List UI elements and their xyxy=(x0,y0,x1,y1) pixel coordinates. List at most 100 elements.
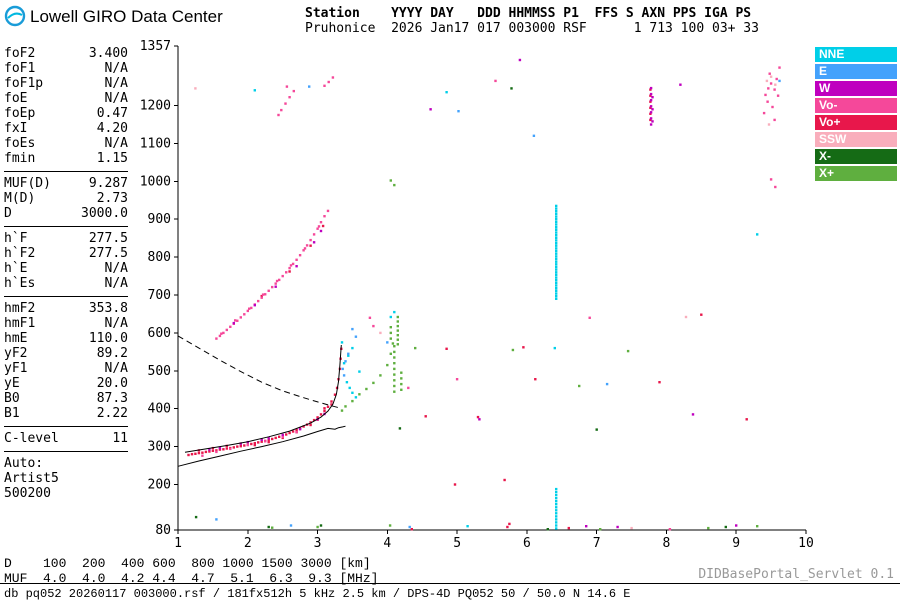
legend-item-e: E xyxy=(815,64,897,79)
legend-item-nne: NNE xyxy=(815,47,897,62)
param-value: 3.400 xyxy=(88,46,128,61)
svg-text:3: 3 xyxy=(314,536,322,551)
echo-series-vo- xyxy=(201,66,781,531)
echo-series-e xyxy=(215,79,781,529)
svg-text:10: 10 xyxy=(798,536,814,551)
d-muf-row: MUF 4.0 4.0 4.2 4.4 4.7 5.1 6.3 9.3 [MHz… xyxy=(4,571,379,586)
param-value: N/A xyxy=(104,316,128,331)
svg-text:6: 6 xyxy=(523,536,531,551)
panel-separator xyxy=(4,226,128,227)
param-name: hmF1 xyxy=(4,316,36,331)
svg-text:700: 700 xyxy=(148,288,171,303)
param-value: N/A xyxy=(104,136,128,151)
station-header-columns: Station YYYY DAY DDD HHMMSS P1 FFS S AXN… xyxy=(305,6,752,21)
svg-text:500: 500 xyxy=(148,364,171,379)
param-name: fmin xyxy=(4,151,36,166)
param-row: h`F2 277.5 xyxy=(4,246,128,261)
param-value: 277.5 xyxy=(88,231,128,246)
param-row: B1 2.22 xyxy=(4,406,128,421)
polarization-legend: NNE E W Vo- Vo+ SSW X- X+ xyxy=(815,47,897,183)
param-row: h`Es N/A xyxy=(4,276,128,291)
param-row: yE 20.0 xyxy=(4,376,128,391)
echo-series-ssw xyxy=(194,75,777,530)
servlet-watermark: DIDBasePortal_Servlet 0.1 xyxy=(698,567,894,582)
legend-item-x+: X+ xyxy=(815,166,897,181)
param-row: hmF2 353.8 xyxy=(4,301,128,316)
param-value: 2.22 xyxy=(96,406,128,421)
echo-series-vo+ xyxy=(187,88,748,531)
param-row: foF1 N/A xyxy=(4,61,128,76)
param-name: C-level xyxy=(4,431,59,446)
svg-text:800: 800 xyxy=(148,250,171,265)
param-value: 0.47 xyxy=(96,106,128,121)
svg-text:600: 600 xyxy=(148,326,171,341)
svg-text:1200: 1200 xyxy=(140,99,171,114)
legend-item-x-: X- xyxy=(815,149,897,164)
param-value: 2.73 xyxy=(96,191,128,206)
d-muf-table: D 100 200 400 600 800 1000 1500 3000 [km… xyxy=(4,556,378,586)
echo-series-x+ xyxy=(271,179,759,531)
param-value: N/A xyxy=(104,91,128,106)
station-header-values: Pruhonice 2026 Jan17 017 003000 RSF 1 71… xyxy=(305,21,759,36)
param-value: 11 xyxy=(112,431,128,446)
param-name: D xyxy=(4,206,12,221)
param-row: MUF(D) 9.287 xyxy=(4,176,128,191)
param-value: N/A xyxy=(104,76,128,91)
svg-text:2: 2 xyxy=(244,536,252,551)
param-row: foEp 0.47 xyxy=(4,106,128,121)
panel-separator xyxy=(4,451,128,452)
svg-text:1100: 1100 xyxy=(140,136,171,151)
ionogram-chart: 1357120011001000900800700600500400300200… xyxy=(140,39,814,551)
param-row: foF2 3.400 xyxy=(4,46,128,61)
param-row: M(D) 2.73 xyxy=(4,191,128,206)
param-row: D 3000.0 xyxy=(4,206,128,221)
param-name: hmF2 xyxy=(4,301,36,316)
param-name: M(D) xyxy=(4,191,36,206)
param-name: yF2 xyxy=(4,346,28,361)
param-name: h`Es xyxy=(4,276,36,291)
echo-series-nne xyxy=(253,89,759,530)
param-row: h`E N/A xyxy=(4,261,128,276)
svg-text:4: 4 xyxy=(383,536,391,551)
param-name: foF1 xyxy=(4,61,36,76)
param-row: fxI 4.20 xyxy=(4,121,128,136)
svg-text:300: 300 xyxy=(148,440,171,455)
param-row: yF1 N/A xyxy=(4,361,128,376)
param-row: foEs N/A xyxy=(4,136,128,151)
status-bar: db pq052 20260117 003000.rsf / 181fx512h… xyxy=(4,587,631,601)
echo-series-w xyxy=(208,58,738,529)
param-name: foE xyxy=(4,91,28,106)
param-name: h`F2 xyxy=(4,246,36,261)
param-name: h`F xyxy=(4,231,28,246)
svg-text:5: 5 xyxy=(453,536,461,551)
svg-text:8: 8 xyxy=(663,536,671,551)
param-name: MUF(D) xyxy=(4,176,51,191)
param-row: C-level 11 xyxy=(4,431,128,446)
param-name: h`E xyxy=(4,261,28,276)
param-row: fmin 1.15 xyxy=(4,151,128,166)
param-row: yF2 89.2 xyxy=(4,346,128,361)
param-value: N/A xyxy=(104,276,128,291)
param-row: foE N/A xyxy=(4,91,128,106)
svg-text:9: 9 xyxy=(732,536,740,551)
param-value: 9.287 xyxy=(88,176,128,191)
status-divider xyxy=(0,583,900,584)
param-value: N/A xyxy=(104,261,128,276)
param-row: hmF1 N/A xyxy=(4,316,128,331)
param-value: 1.15 xyxy=(96,151,128,166)
param-value: N/A xyxy=(104,361,128,376)
param-value: 89.2 xyxy=(96,346,128,361)
autoscaling-line: Artist5 xyxy=(4,471,59,486)
panel-separator xyxy=(4,171,128,172)
echo-series-x- xyxy=(194,87,727,531)
svg-text:1357: 1357 xyxy=(140,39,171,54)
param-name: hmE xyxy=(4,331,28,346)
legend-item-vo-: Vo- xyxy=(815,98,897,113)
param-value: 4.20 xyxy=(96,121,128,136)
svg-text:7: 7 xyxy=(593,536,601,551)
svg-text:80: 80 xyxy=(155,523,171,538)
giro-logo-icon xyxy=(4,5,26,27)
dashed-extrapolation-line xyxy=(177,335,339,409)
param-value: 353.8 xyxy=(88,301,128,316)
svg-text:900: 900 xyxy=(148,212,171,227)
